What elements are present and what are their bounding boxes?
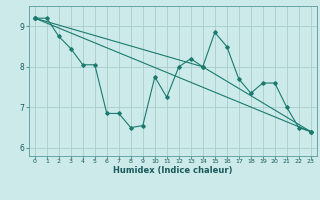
X-axis label: Humidex (Indice chaleur): Humidex (Indice chaleur): [113, 166, 233, 175]
